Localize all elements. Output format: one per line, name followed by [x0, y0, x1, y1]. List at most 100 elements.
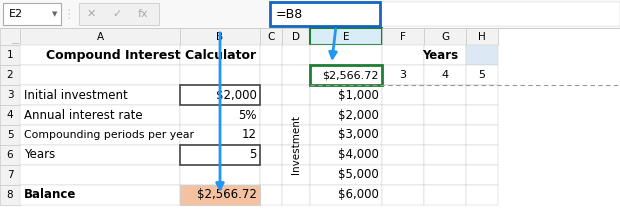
- Bar: [424, 165, 466, 185]
- Bar: [382, 28, 424, 45]
- Bar: [180, 185, 260, 205]
- Text: E: E: [343, 31, 349, 42]
- Text: $1,000: $1,000: [338, 89, 379, 101]
- Bar: [424, 185, 466, 205]
- Bar: [282, 28, 310, 45]
- Text: 7: 7: [7, 170, 13, 180]
- Bar: [20, 45, 180, 65]
- Bar: [310, 65, 382, 85]
- Text: B: B: [216, 31, 224, 42]
- Bar: [20, 145, 180, 165]
- Bar: [180, 145, 260, 165]
- Bar: [310, 28, 382, 45]
- Bar: [466, 105, 498, 125]
- Text: $6,000: $6,000: [338, 189, 379, 202]
- Text: G: G: [441, 31, 449, 42]
- Bar: [466, 28, 498, 45]
- Text: $2,566.72: $2,566.72: [197, 189, 257, 202]
- Bar: [0, 105, 20, 125]
- Bar: [260, 45, 282, 65]
- Bar: [0, 0, 620, 28]
- Bar: [0, 125, 20, 145]
- Bar: [180, 85, 260, 105]
- Bar: [382, 65, 424, 85]
- Bar: [282, 165, 310, 185]
- Bar: [260, 145, 282, 165]
- Text: $2,000: $2,000: [216, 89, 257, 101]
- Bar: [424, 125, 466, 145]
- Text: Years: Years: [24, 149, 55, 162]
- Text: 5: 5: [479, 70, 485, 80]
- Text: $4,000: $4,000: [338, 149, 379, 162]
- Bar: [0, 28, 20, 45]
- Text: E2: E2: [9, 9, 23, 19]
- Text: 5%: 5%: [239, 108, 257, 122]
- Text: C: C: [267, 31, 275, 42]
- Text: Compound Interest Calculator: Compound Interest Calculator: [46, 49, 256, 61]
- Bar: [270, 2, 380, 26]
- Text: H: H: [478, 31, 486, 42]
- Bar: [310, 185, 382, 205]
- Bar: [180, 45, 260, 65]
- Bar: [382, 105, 424, 125]
- Bar: [466, 45, 498, 65]
- Text: Investment: Investment: [291, 116, 301, 174]
- Text: Years: Years: [422, 49, 458, 61]
- Bar: [0, 65, 20, 85]
- Bar: [260, 65, 282, 85]
- Text: 5: 5: [7, 130, 13, 140]
- Bar: [466, 65, 498, 85]
- Bar: [282, 85, 310, 105]
- Bar: [282, 185, 310, 205]
- Bar: [0, 185, 20, 205]
- Bar: [180, 145, 260, 165]
- Text: $3,000: $3,000: [339, 128, 379, 141]
- Text: Compounding periods per year: Compounding periods per year: [24, 130, 194, 140]
- Bar: [310, 45, 382, 65]
- Bar: [382, 165, 424, 185]
- Text: 5: 5: [250, 149, 257, 162]
- Bar: [382, 125, 424, 145]
- Bar: [3, 3, 61, 25]
- Bar: [424, 145, 466, 165]
- Bar: [180, 85, 260, 105]
- Bar: [382, 185, 424, 205]
- Bar: [180, 125, 260, 145]
- Text: ✓: ✓: [112, 9, 122, 19]
- Bar: [310, 165, 382, 185]
- Bar: [466, 125, 498, 145]
- Bar: [20, 65, 180, 85]
- Text: $2,566.72: $2,566.72: [322, 70, 379, 80]
- Text: 3: 3: [7, 90, 13, 100]
- Bar: [424, 105, 466, 125]
- Bar: [180, 185, 260, 205]
- Bar: [260, 165, 282, 185]
- Text: 1: 1: [7, 50, 13, 60]
- Text: 4: 4: [441, 70, 448, 80]
- Bar: [310, 65, 382, 85]
- Bar: [282, 45, 310, 65]
- Bar: [20, 85, 180, 105]
- Bar: [180, 165, 260, 185]
- Bar: [380, 2, 620, 26]
- Bar: [382, 145, 424, 165]
- Bar: [310, 125, 382, 145]
- Bar: [260, 85, 282, 105]
- Bar: [260, 125, 282, 145]
- Text: ✕: ✕: [86, 9, 95, 19]
- Bar: [382, 45, 424, 65]
- Bar: [180, 105, 260, 125]
- Text: fx: fx: [138, 9, 148, 19]
- Bar: [20, 185, 180, 205]
- Bar: [20, 105, 180, 125]
- Text: 12: 12: [242, 128, 257, 141]
- Bar: [282, 105, 310, 125]
- Text: =B8: =B8: [276, 7, 303, 21]
- Text: Balance: Balance: [24, 189, 76, 202]
- Bar: [260, 105, 282, 125]
- Bar: [310, 85, 382, 105]
- Text: $5,000: $5,000: [339, 168, 379, 181]
- Bar: [424, 85, 466, 105]
- Bar: [310, 145, 382, 165]
- Bar: [20, 165, 180, 185]
